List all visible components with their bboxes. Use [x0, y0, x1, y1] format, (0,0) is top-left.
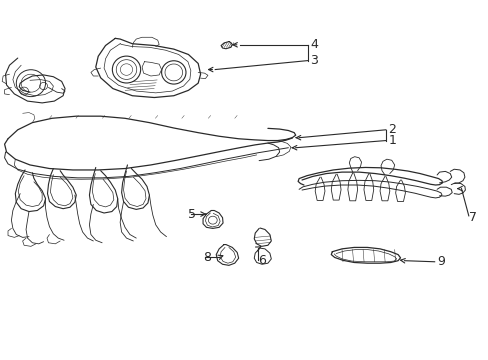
Text: 6: 6 [258, 254, 265, 267]
Text: 1: 1 [387, 134, 395, 147]
Text: 5: 5 [188, 208, 196, 221]
Text: 7: 7 [468, 211, 476, 224]
Text: 9: 9 [436, 255, 444, 268]
Text: 4: 4 [310, 38, 318, 51]
Text: 8: 8 [203, 251, 211, 264]
Text: 2: 2 [387, 123, 395, 136]
Text: 3: 3 [310, 54, 318, 67]
